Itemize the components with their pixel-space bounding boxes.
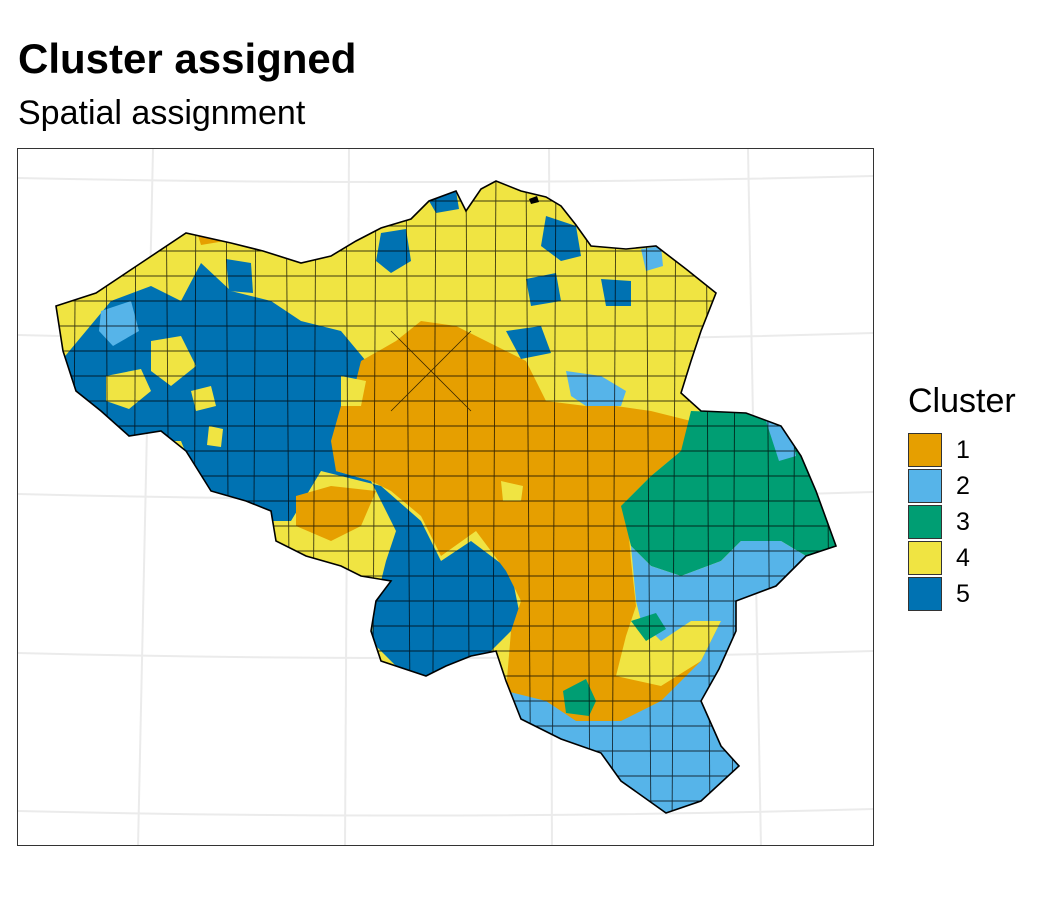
- cluster-2-region-southeast: [506, 541, 806, 813]
- map-panel: [17, 148, 874, 846]
- cluster-4-region-tournai: [207, 426, 223, 447]
- cluster-4-region-westhoek: [106, 369, 151, 409]
- legend-title: Cluster: [908, 382, 1016, 420]
- cluster-5-region-kempen: [526, 273, 561, 306]
- cluster-4-region-flanders: [151, 336, 196, 386]
- cluster-4-region-namur: [501, 481, 523, 501]
- cluster-4-region-ath: [191, 386, 216, 411]
- chart-subtitle: Spatial assignment: [18, 94, 306, 132]
- legend-item-2: 2: [908, 468, 1016, 504]
- cluster-1-region-central: [331, 321, 731, 761]
- cluster-1-region-coast: [196, 223, 225, 245]
- legend-label: 5: [956, 579, 970, 608]
- legend-swatch: [908, 469, 942, 503]
- legend-swatch: [908, 433, 942, 467]
- legend-label: 1: [956, 435, 970, 464]
- map-canvas: [18, 149, 873, 845]
- cluster-5-region-campine: [541, 216, 581, 261]
- graticule-lat: [18, 808, 873, 817]
- baarle-enclave: [529, 196, 539, 204]
- legend-label: 4: [956, 543, 970, 572]
- graticule-lat: [18, 175, 873, 184]
- municipalities: [56, 181, 836, 813]
- legend: Cluster 1 2 3 4 5: [908, 384, 1016, 612]
- legend-swatch: [908, 505, 942, 539]
- legend-item-1: 1: [908, 432, 1016, 468]
- legend-item-3: 3: [908, 504, 1016, 540]
- cluster-1-region-hainaut: [296, 486, 376, 541]
- legend-label: 3: [956, 507, 970, 536]
- legend-swatch: [908, 577, 942, 611]
- cluster-2-region-westflanders: [99, 301, 139, 346]
- cluster-3-region-luxembourg: [563, 679, 596, 716]
- legend-item-4: 4: [908, 540, 1016, 576]
- cluster-5-region-campine-east: [601, 279, 631, 306]
- country-outline: [55, 180, 838, 814]
- chart-title: Cluster assigned: [18, 35, 357, 82]
- cluster-2-region-limburg: [566, 371, 626, 406]
- cluster-5-region-north: [429, 191, 459, 213]
- legend-swatch: [908, 541, 942, 575]
- legend-label: 2: [956, 471, 970, 500]
- cluster-3-region-namur: [631, 613, 666, 641]
- legend-item-5: 5: [908, 576, 1016, 612]
